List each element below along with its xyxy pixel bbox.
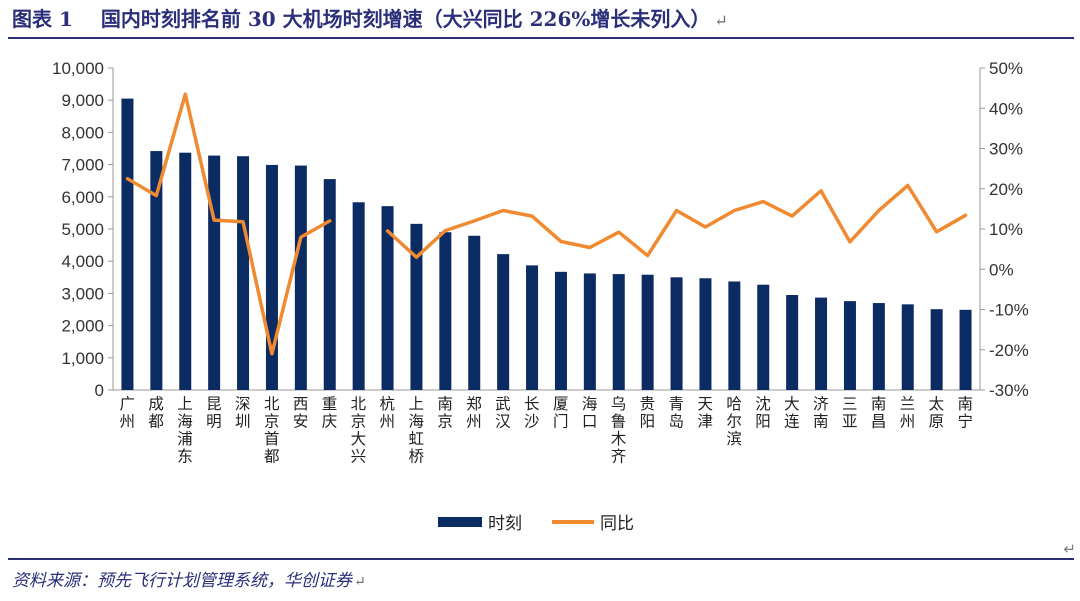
paragraph-return-icon: ↵ bbox=[1063, 540, 1076, 558]
return-mark-icon: ↵ bbox=[714, 11, 728, 30]
right-tick-label: -20% bbox=[989, 341, 1029, 360]
x-tick-label: 郑州 bbox=[466, 395, 482, 431]
left-tick-label: 2,000 bbox=[61, 317, 104, 336]
series-line bbox=[125, 92, 332, 356]
right-tick-label: 0% bbox=[989, 260, 1014, 279]
x-tick-label: 三亚 bbox=[842, 395, 858, 431]
left-tick-label: 4,000 bbox=[61, 252, 104, 271]
x-tick-label: 厦门 bbox=[553, 395, 569, 431]
x-tick-label: 南京 bbox=[437, 395, 453, 431]
x-tick-label: 杭州 bbox=[380, 395, 396, 431]
legend-label: 时刻 bbox=[488, 514, 522, 534]
x-tick-label: 深圳 bbox=[235, 395, 251, 431]
series-line bbox=[385, 183, 968, 259]
source-rule bbox=[8, 558, 1074, 560]
bar bbox=[641, 274, 654, 390]
source-return-icon: ↵ bbox=[354, 574, 366, 590]
x-tick-label: 北京大兴 bbox=[351, 395, 367, 466]
bar bbox=[410, 223, 423, 390]
bar bbox=[815, 297, 828, 390]
bar bbox=[959, 309, 972, 390]
bar bbox=[497, 254, 510, 390]
bar bbox=[930, 309, 943, 390]
x-tick-label: 兰州 bbox=[900, 395, 916, 431]
bar bbox=[612, 274, 625, 390]
right-tick-label: 10% bbox=[989, 220, 1023, 239]
bar bbox=[872, 303, 885, 390]
title-rule bbox=[8, 37, 1074, 39]
bar bbox=[728, 281, 741, 390]
x-tick-label: 青岛 bbox=[669, 395, 685, 431]
right-tick-label: 50% bbox=[989, 59, 1023, 78]
x-tick-label: 北京首都 bbox=[264, 395, 280, 466]
right-tick-label: -30% bbox=[989, 381, 1029, 400]
x-tick-label: 大连 bbox=[784, 395, 800, 431]
left-tick-label: 7,000 bbox=[61, 156, 104, 175]
bar bbox=[670, 277, 683, 390]
x-tick-label: 贵阳 bbox=[640, 395, 656, 431]
bar bbox=[150, 151, 163, 390]
left-tick-label: 0 bbox=[95, 381, 104, 400]
bar bbox=[237, 156, 250, 390]
right-tick-label: 30% bbox=[989, 140, 1023, 159]
bar bbox=[901, 304, 914, 390]
bar bbox=[208, 155, 221, 390]
x-tick-label: 西安 bbox=[293, 395, 309, 431]
figure-label: 图表 1 bbox=[12, 7, 73, 31]
bar bbox=[381, 206, 394, 390]
legend-label: 同比 bbox=[600, 514, 634, 534]
x-tick-label: 上海虹桥 bbox=[408, 395, 424, 466]
left-tick-label: 8,000 bbox=[61, 123, 104, 142]
bar bbox=[121, 98, 134, 390]
bar bbox=[323, 179, 336, 390]
x-tick-label: 太原 bbox=[929, 395, 945, 431]
x-tick-label: 哈尔滨 bbox=[726, 395, 742, 448]
right-tick-label: 20% bbox=[989, 180, 1023, 199]
legend-bar-swatch bbox=[438, 517, 482, 527]
figure-title: 图表 1 国内时刻排名前 30 大机场时刻增速（大兴同比 226%增长未列入） ↵ bbox=[12, 4, 728, 34]
x-tick-label: 长沙 bbox=[524, 395, 540, 431]
bar bbox=[843, 301, 856, 390]
x-tick-label: 广州 bbox=[119, 395, 135, 431]
x-tick-label: 成都 bbox=[148, 395, 164, 431]
x-tick-label: 昆明 bbox=[206, 395, 222, 431]
x-tick-label: 南宁 bbox=[958, 395, 974, 431]
x-tick-label: 济南 bbox=[813, 395, 829, 431]
left-tick-label: 9,000 bbox=[61, 91, 104, 110]
x-tick-label: 天津 bbox=[697, 395, 713, 431]
x-tick-label: 沈阳 bbox=[755, 395, 771, 431]
x-tick-label: 武汉 bbox=[495, 395, 511, 431]
bar bbox=[583, 273, 596, 390]
x-tick-label: 海口 bbox=[582, 395, 598, 431]
left-tick-label: 10,000 bbox=[52, 59, 104, 78]
bar bbox=[468, 235, 481, 390]
figure-title-text: 国内时刻排名前 30 大机场时刻增速（大兴同比 226%增长未列入） bbox=[100, 7, 711, 31]
left-tick-label: 1,000 bbox=[61, 349, 104, 368]
x-tick-label: 南昌 bbox=[871, 395, 887, 431]
bar bbox=[179, 152, 192, 390]
source-text: 资料来源：预先飞行计划管理系统，华创证券 bbox=[12, 571, 352, 591]
left-tick-label: 3,000 bbox=[61, 284, 104, 303]
bar bbox=[294, 165, 307, 390]
source-note: 资料来源：预先飞行计划管理系统，华创证券 ↵ bbox=[12, 568, 366, 594]
right-tick-label: 40% bbox=[989, 99, 1023, 118]
left-tick-label: 5,000 bbox=[61, 220, 104, 239]
bar bbox=[439, 232, 452, 390]
left-tick-label: 6,000 bbox=[61, 188, 104, 207]
bar bbox=[757, 284, 770, 390]
x-tick-label: 上海浦东 bbox=[177, 395, 193, 466]
bar bbox=[699, 278, 712, 390]
bar bbox=[352, 202, 365, 390]
right-tick-label: -10% bbox=[989, 301, 1029, 320]
x-tick-label: 乌鲁木齐 bbox=[611, 395, 627, 466]
x-tick-label: 重庆 bbox=[322, 395, 338, 431]
bar bbox=[554, 271, 567, 390]
bar bbox=[786, 295, 799, 390]
bar bbox=[265, 164, 278, 390]
bar bbox=[526, 265, 539, 390]
